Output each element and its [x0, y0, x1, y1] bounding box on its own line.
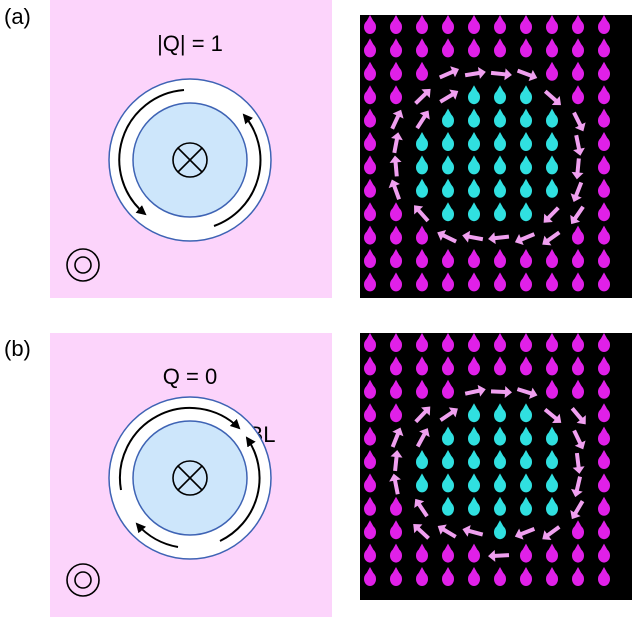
charge-label: Q = 0: [163, 364, 217, 389]
render-background: [360, 15, 632, 298]
charge-label: |Q| = 1: [157, 31, 223, 56]
panel-label: (b): [4, 336, 31, 361]
spin-rendering: [360, 333, 632, 600]
spin-rendering: [360, 15, 632, 298]
figure: (a) |Q| = 1 (b) Q = 0 BL: [0, 0, 633, 617]
panel-label: (a): [4, 4, 31, 29]
